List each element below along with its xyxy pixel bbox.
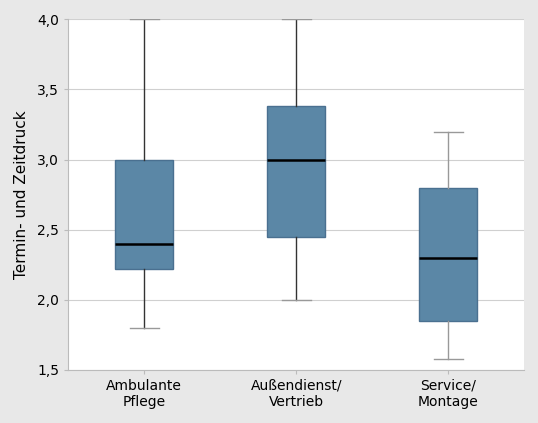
Y-axis label: Termin- und Zeitdruck: Termin- und Zeitdruck [14, 110, 29, 279]
PathPatch shape [419, 188, 477, 321]
PathPatch shape [267, 106, 325, 237]
PathPatch shape [115, 159, 173, 269]
